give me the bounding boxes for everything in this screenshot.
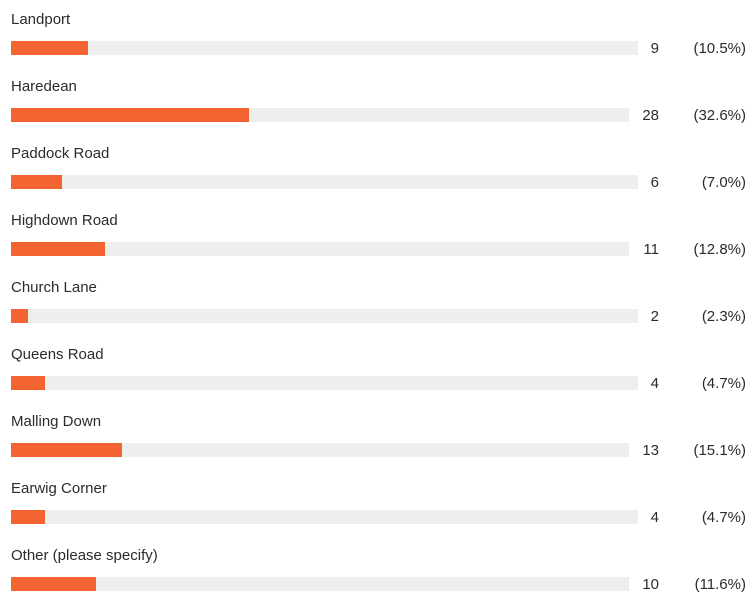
bar-fill [11,108,249,122]
bar-row: Earwig Corner 4 (4.7%) [0,469,747,536]
bar-fill [11,510,45,524]
bar-row: Queens Road 4 (4.7%) [0,335,747,402]
count-label: 4 [650,509,659,526]
percent-label: (4.7%) [701,375,746,392]
category-label: Highdown Road [11,212,118,229]
category-label: Other (please specify) [11,547,158,564]
percent-label: (7.0%) [701,174,746,191]
bar-track [11,108,629,122]
bar-track [11,309,638,323]
bar-fill [11,376,45,390]
bar-track [11,376,638,390]
percent-label: (15.1%) [693,442,746,459]
bar-row: Haredean 28 (32.6%) [0,67,747,134]
category-label: Church Lane [11,279,97,296]
percent-label: (2.3%) [701,308,746,325]
count-label: 2 [650,308,659,325]
count-label: 10 [642,576,659,593]
bar-track [11,242,629,256]
count-label: 9 [650,40,659,57]
percent-label: (4.7%) [701,509,746,526]
category-label: Landport [11,11,71,28]
count-label: 6 [650,174,659,191]
percent-label: (12.8%) [693,241,746,258]
bar-fill [11,443,122,457]
bar-track [11,510,638,524]
bar-fill [11,175,62,189]
bar-fill [11,242,105,256]
percent-label: (32.6%) [693,107,746,124]
category-label: Haredean [11,78,77,95]
percent-label: (11.6%) [694,576,746,593]
bar-row: Other (please specify) 10 (11.6%) [0,536,747,603]
bar-row: Church Lane 2 (2.3%) [0,268,747,335]
bar-row: Landport 9 (10.5%) [0,0,747,67]
bar-fill [11,577,96,591]
bar-track [11,577,629,591]
bar-fill [11,41,88,55]
category-label: Malling Down [11,413,102,430]
bar-row: Paddock Road 6 (7.0%) [0,134,747,201]
percent-label: (10.5%) [693,40,746,57]
category-label: Queens Road [11,346,104,363]
bar-track [11,175,638,189]
bar-row: Malling Down 13 (15.1%) [0,402,747,469]
bar-track [11,41,638,55]
category-label: Earwig Corner [11,480,107,497]
category-label: Paddock Road [11,145,110,162]
count-label: 11 [643,241,659,258]
count-label: 28 [642,107,659,124]
bar-track [11,443,629,457]
count-label: 13 [642,442,659,459]
bar-row: Highdown Road 11 (12.8%) [0,201,747,268]
count-label: 4 [650,375,659,392]
bar-fill [11,309,28,323]
